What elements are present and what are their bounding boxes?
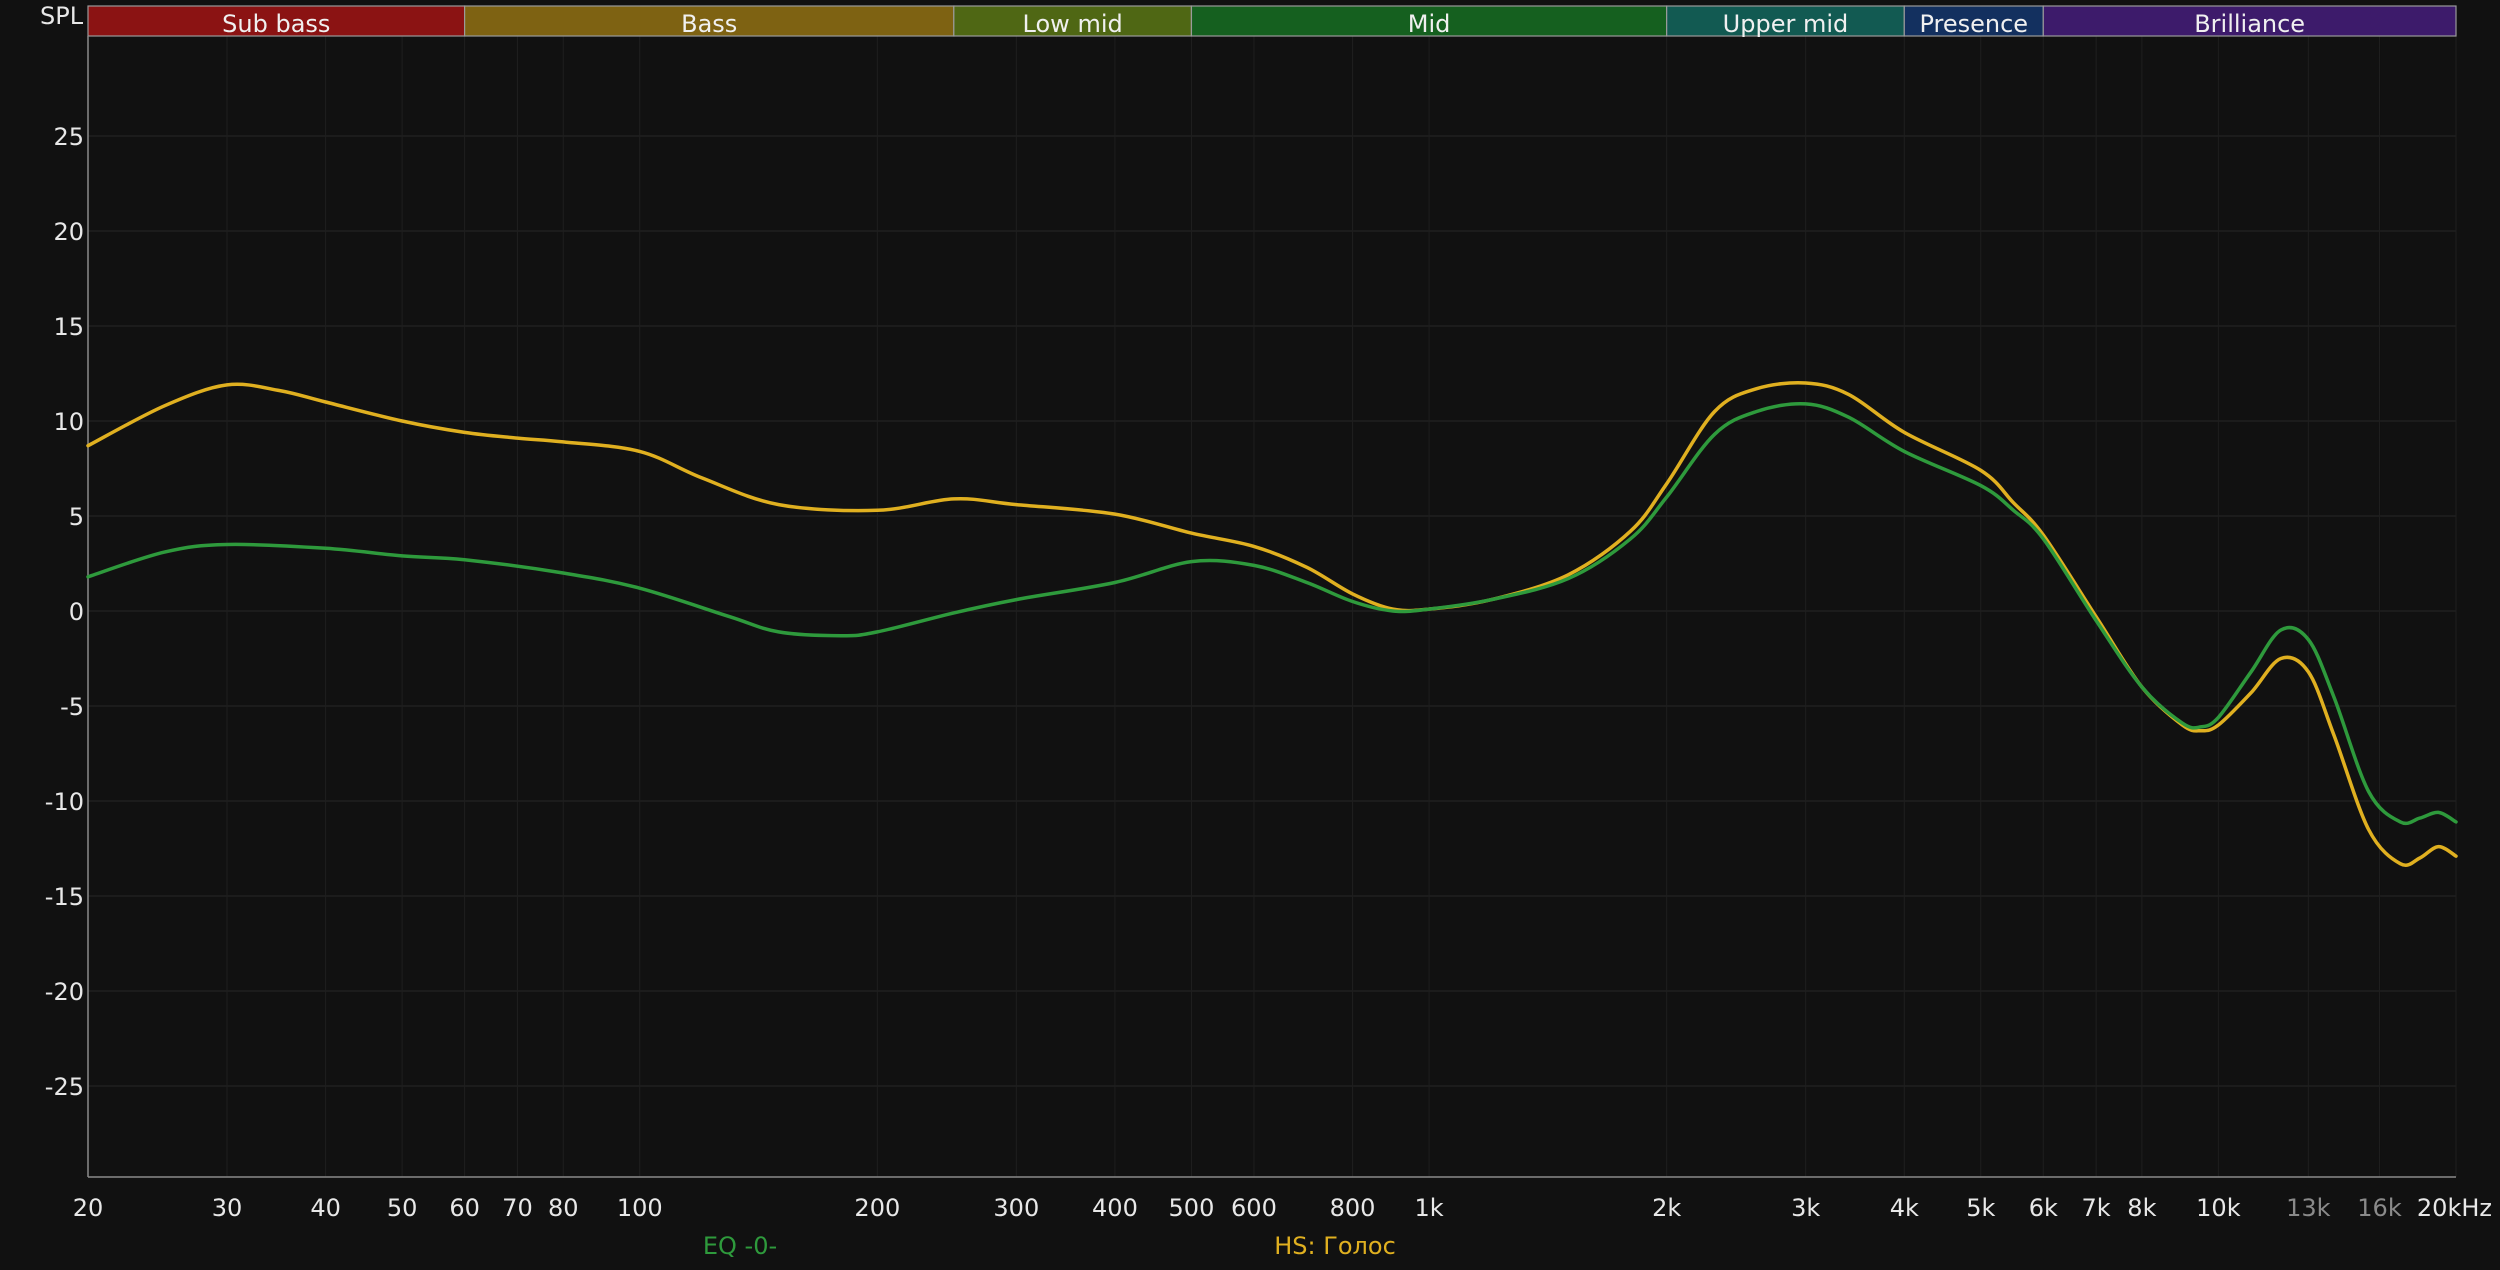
band-label: Low mid: [1023, 10, 1123, 38]
x-tick-label: 1k: [1414, 1194, 1443, 1222]
band-segment: [953, 5, 1193, 37]
x-tick-label: 13k: [2286, 1194, 2331, 1222]
x-tick-label: 80: [548, 1194, 579, 1222]
axes: [87, 36, 2456, 1178]
y-tick-label: -20: [45, 978, 84, 1006]
y-tick-labels: 25 20 15 10 5 0 -5 -10 -15 -20 -25: [45, 123, 84, 1101]
band-label: Brilliance: [2194, 10, 2305, 38]
x-tick-label: 40: [310, 1194, 341, 1222]
x-tick-label: 16k: [2357, 1194, 2402, 1222]
band-label: Presence: [1919, 10, 2028, 38]
x-tick-label: 60: [449, 1194, 480, 1222]
curves: [86, 381, 2458, 867]
x-tick-label: 3k: [1791, 1194, 1820, 1222]
y-tick-label: -10: [45, 788, 84, 816]
x-tick-label: 20kHz: [2417, 1194, 2492, 1222]
x-tick-label: 2k: [1652, 1194, 1681, 1222]
series-line-hs: [86, 381, 2458, 867]
x-tick-label: 400: [1092, 1194, 1138, 1222]
legend-entry-hs[interactable]: HS: Голос: [1274, 1232, 1396, 1260]
y-tick-label: 25: [53, 123, 84, 151]
x-tick-label: 10k: [2196, 1194, 2241, 1222]
band-label: Sub bass: [222, 10, 330, 38]
band-segment: [1666, 5, 1905, 37]
x-tick-label: 800: [1330, 1194, 1376, 1222]
band-segment: [87, 5, 466, 37]
y-tick-label: -25: [45, 1073, 84, 1101]
x-tick-label: 6k: [2029, 1194, 2058, 1222]
x-tick-label: 300: [993, 1194, 1039, 1222]
band-label: Mid: [1408, 10, 1451, 38]
y-tick-label: 20: [53, 218, 84, 246]
band-segment: [1190, 5, 1668, 37]
x-tick-label: 100: [617, 1194, 663, 1222]
x-tick-label: 70: [502, 1194, 533, 1222]
band-label: Bass: [681, 10, 737, 38]
series-line-eq: [86, 401, 2458, 826]
x-tick-label: 5k: [1966, 1194, 1995, 1222]
x-tick-label: 500: [1169, 1194, 1215, 1222]
y-tick-label: -15: [45, 883, 84, 911]
y-tick-label: 15: [53, 313, 84, 341]
y-tick-label: 10: [53, 408, 84, 436]
band-label: Upper mid: [1723, 10, 1849, 38]
x-tick-label: 600: [1231, 1194, 1277, 1222]
band-segment: [1903, 5, 2044, 37]
x-tick-label: 30: [212, 1194, 243, 1222]
y-axis-label: SPL: [40, 2, 84, 30]
band-segment: [2042, 5, 2457, 37]
x-tick-labels: 20 30 40 50 60 70 80 100 200 300 400 500 600 800 1k 2k 3…: [73, 1194, 2492, 1222]
legend-entry-eq[interactable]: EQ -0-: [702, 1232, 778, 1260]
y-tick-label: 5: [69, 503, 84, 531]
x-tick-label: 7k: [2082, 1194, 2111, 1222]
x-tick-label: 8k: [2127, 1194, 2156, 1222]
frequency-band-bar: Sub bass Bass Low mid Mid Upper mid Presence B…: [87, 5, 2457, 38]
x-tick-label: 50: [387, 1194, 418, 1222]
x-tick-label: 200: [854, 1194, 900, 1222]
y-tick-label: -5: [60, 693, 84, 721]
y-tick-label: 0: [69, 598, 84, 626]
x-tick-label: 4k: [1890, 1194, 1919, 1222]
x-tick-label: 20: [73, 1194, 104, 1222]
